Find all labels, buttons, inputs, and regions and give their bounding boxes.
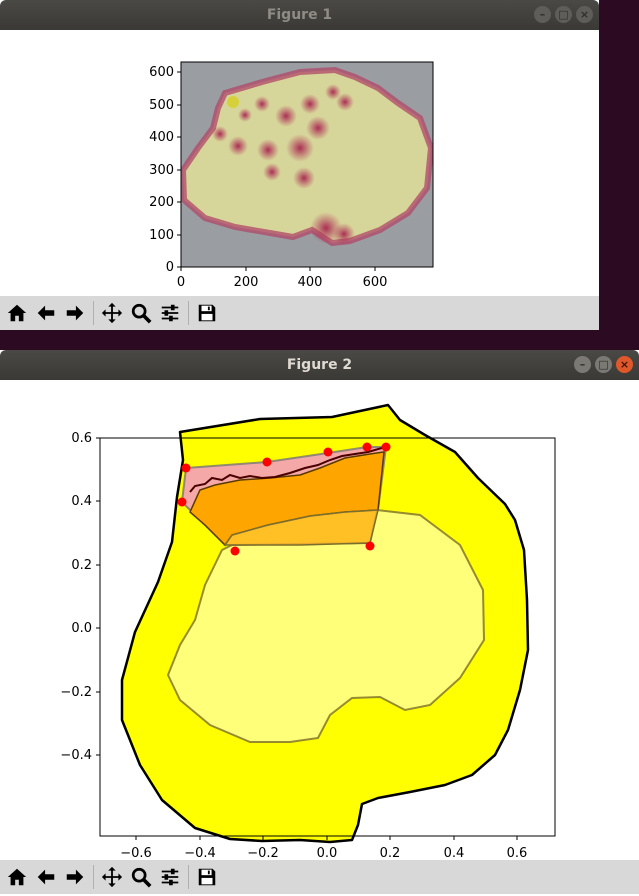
toolbar-separator	[93, 301, 94, 325]
toolbar-separator	[93, 865, 94, 889]
figure2-x-tick-label: 0.0	[317, 846, 338, 860]
configure-subplots-icon	[159, 302, 181, 324]
forward-button[interactable]	[62, 864, 88, 890]
figure1-plot: 0 200 400 600 0 100 200 300 400 500	[0, 30, 599, 296]
figure1-canvas[interactable]: 0 200 400 600 0 100 200 300 400 500	[0, 30, 599, 296]
figure1-x-tick-label: 400	[298, 275, 323, 290]
figure2-x-tick-label: 0.2	[380, 846, 401, 860]
zoom-button[interactable]	[128, 300, 154, 326]
forward-arrow-icon	[64, 866, 86, 888]
save-icon	[196, 302, 218, 324]
figure1-y-tick-label: 600	[149, 65, 174, 80]
figure1-x-tick-label: 200	[234, 275, 259, 290]
red-point	[182, 464, 191, 473]
figure2-y-tick-label: −0.4	[60, 748, 92, 763]
configure-subplots-button[interactable]	[157, 864, 183, 890]
figure2-x-tick-label: 0.4	[444, 846, 465, 860]
figure1-y-tick-label: 400	[149, 130, 174, 145]
red-point	[324, 448, 333, 457]
figure2-toolbar	[0, 860, 639, 894]
configure-subplots-button[interactable]	[157, 300, 183, 326]
pan-icon	[101, 866, 123, 888]
home-icon	[6, 302, 28, 324]
figure2-x-tick-label: 0.6	[507, 846, 528, 860]
minimize-button[interactable]: –	[574, 356, 591, 373]
back-arrow-icon	[35, 866, 57, 888]
figure2-y-tick-label: 0.2	[71, 558, 92, 573]
red-point	[178, 498, 187, 507]
back-arrow-icon	[35, 302, 57, 324]
maximize-button[interactable]: □	[595, 356, 612, 373]
pan-button[interactable]	[99, 864, 125, 890]
figure2-x-tick-label: −0.6	[120, 846, 152, 860]
figure1-y-tick-label: 100	[149, 228, 174, 243]
figure1-y-tick-label: 500	[149, 98, 174, 113]
maximize-button[interactable]: □	[555, 6, 572, 23]
photo-image	[181, 62, 433, 267]
forward-arrow-icon	[64, 302, 86, 324]
red-point	[231, 547, 240, 556]
figure1-titlebar[interactable]: Figure 1 – □ ×	[0, 0, 599, 30]
figure2-plot: −0.6 −0.4 −0.2 0.0 0.2 0.4 0.6 −0.4 −0.2…	[0, 380, 639, 860]
figure1-y-tick-label: 200	[149, 195, 174, 210]
figure2-y-tick-label: 0.6	[71, 431, 92, 446]
figure2-x-tick-label: −0.2	[247, 846, 279, 860]
figure2-y-axis: −0.4 −0.2 0.0 0.2 0.4 0.6	[60, 431, 100, 763]
back-button[interactable]	[33, 300, 59, 326]
save-button[interactable]	[194, 300, 220, 326]
figure1-window: Figure 1 – □ ×	[0, 0, 599, 330]
figure2-title: Figure 2	[287, 357, 352, 373]
figure1-x-tick-label: 600	[363, 275, 388, 290]
zoom-button[interactable]	[128, 864, 154, 890]
figure2-titlebar[interactable]: Figure 2 – □ ×	[0, 350, 639, 380]
back-button[interactable]	[33, 864, 59, 890]
figure2-y-tick-label: 0.0	[71, 621, 92, 636]
figure2-canvas[interactable]: −0.6 −0.4 −0.2 0.0 0.2 0.4 0.6 −0.4 −0.2…	[0, 380, 639, 860]
figure2-y-tick-label: 0.4	[71, 494, 92, 509]
close-button[interactable]: ×	[576, 6, 593, 23]
figure1-x-axis: 0 200 400 600	[177, 267, 388, 290]
red-point	[263, 458, 272, 467]
figure1-window-buttons: – □ ×	[534, 6, 593, 23]
forward-button[interactable]	[62, 300, 88, 326]
red-point	[363, 443, 372, 452]
figure2-y-tick-label: −0.2	[60, 685, 92, 700]
pan-button[interactable]	[99, 300, 125, 326]
minimize-button[interactable]: –	[534, 6, 551, 23]
toolbar-separator	[188, 865, 189, 889]
save-icon	[196, 866, 218, 888]
figure1-y-tick-label: 0	[166, 260, 174, 275]
zoom-icon	[130, 866, 152, 888]
home-icon	[6, 866, 28, 888]
figure1-y-tick-label: 300	[149, 163, 174, 178]
toolbar-separator	[188, 301, 189, 325]
home-button[interactable]	[4, 300, 30, 326]
red-point	[382, 443, 391, 452]
zoom-icon	[130, 302, 152, 324]
figure1-toolbar	[0, 296, 599, 330]
pan-icon	[101, 302, 123, 324]
figure2-window-buttons: – □ ×	[574, 356, 633, 373]
red-point	[366, 542, 375, 551]
figure2-x-tick-label: −0.4	[184, 846, 216, 860]
home-button[interactable]	[4, 864, 30, 890]
figure1-x-tick-label: 0	[177, 275, 185, 290]
figure2-window: Figure 2 – □ ×	[0, 350, 639, 896]
save-button[interactable]	[194, 864, 220, 890]
configure-subplots-icon	[159, 866, 181, 888]
figure1-title: Figure 1	[267, 7, 332, 23]
figure1-y-axis: 0 100 200 300 400 500 600	[149, 65, 181, 275]
close-button[interactable]: ×	[616, 356, 633, 373]
